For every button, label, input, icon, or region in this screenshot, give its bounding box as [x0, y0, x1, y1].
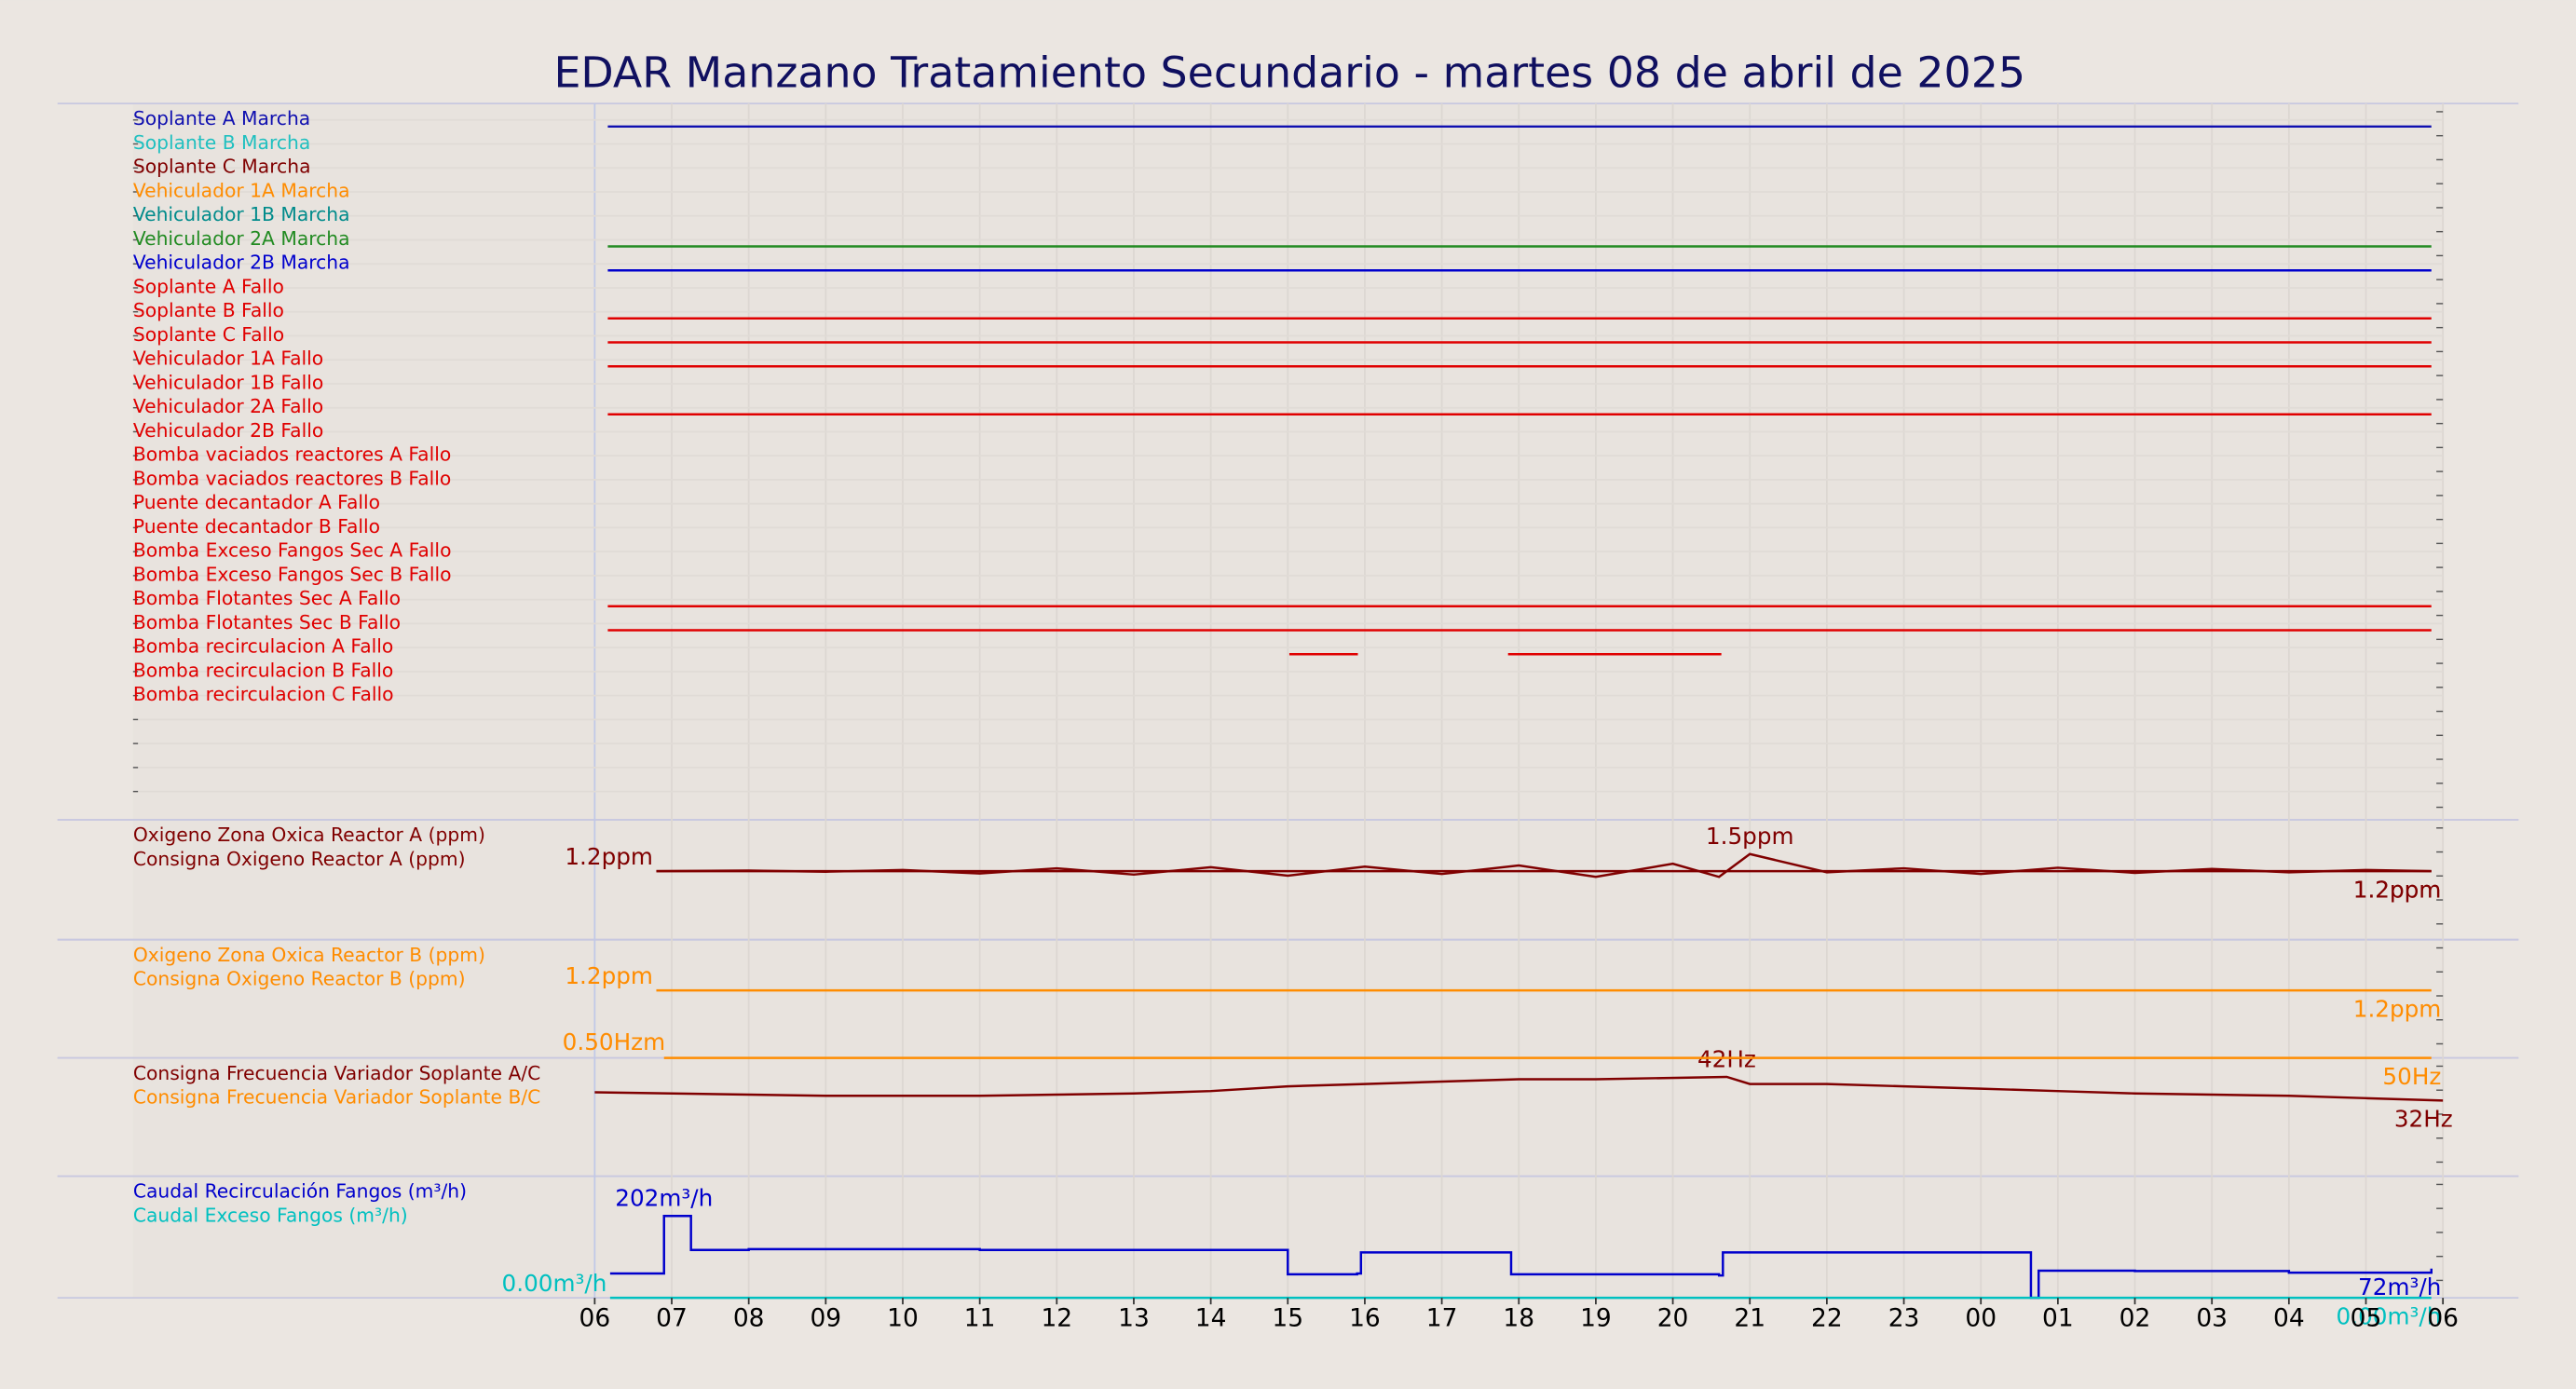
x-tick-label: 02 — [2119, 1304, 2151, 1333]
series-line — [594, 1075, 2444, 1102]
x-tick-label: 14 — [1195, 1304, 1227, 1333]
legend-label: Soplante A Marcha — [133, 107, 310, 129]
legend-label: Bomba recirculacion B Fallo — [133, 659, 394, 681]
legend-label: Vehiculador 2B Marcha — [133, 252, 350, 274]
legend-label: Vehiculador 2A Marcha — [133, 227, 350, 250]
legend-label: Bomba Exceso Fangos Sec B Fallo — [133, 563, 452, 585]
x-tick-label: 09 — [810, 1304, 841, 1333]
legend-label: Bomba recirculacion A Fallo — [133, 635, 393, 658]
legend-label: Soplante C Fallo — [133, 323, 284, 346]
legend-label: Puente decantador A Fallo — [133, 491, 380, 513]
legend-label: Soplante B Fallo — [133, 299, 284, 321]
x-tick-label: 19 — [1580, 1304, 1612, 1333]
value-label: 0.00m³/h — [2337, 1302, 2442, 1329]
x-tick-label: 20 — [1657, 1304, 1689, 1333]
legend-label: Bomba recirculacion C Fallo — [133, 683, 394, 705]
x-tick-label: 15 — [1272, 1304, 1303, 1333]
x-tick-label: 13 — [1118, 1304, 1150, 1333]
legend-label: Oxigeno Zona Oxica Reactor B (ppm) — [133, 944, 485, 966]
x-tick-label: 07 — [656, 1304, 688, 1333]
legend-label: Soplante A Fallo — [133, 275, 284, 297]
series-line — [656, 852, 2432, 878]
legend-label: Consigna Oxigeno Reactor A (ppm) — [133, 848, 466, 870]
legend-label: Bomba vaciados reactores A Fallo — [133, 443, 451, 466]
value-label: 1.5ppm — [1706, 823, 1794, 850]
x-tick-label: 18 — [1503, 1304, 1534, 1333]
legend-label: Bomba Flotantes Sec A Fallo — [133, 587, 401, 609]
x-tick-label: 03 — [2196, 1304, 2228, 1333]
legend-label: Vehiculador 2A Fallo — [133, 395, 323, 417]
chart-title: EDAR Manzano Tratamiento Secundario - ma… — [553, 48, 2025, 98]
legend-label: Vehiculador 1A Marcha — [133, 179, 350, 201]
legend-label: Vehiculador 1A Fallo — [133, 347, 323, 370]
legend-label: Caudal Exceso Fangos (m³/h) — [133, 1204, 408, 1226]
legend-label: Bomba vaciados reactores B Fallo — [133, 467, 451, 489]
series-line — [609, 1215, 2433, 1300]
x-tick-label: 22 — [1811, 1304, 1843, 1333]
x-tick-label: 00 — [1965, 1304, 1997, 1333]
legend-label: Consigna Frecuencia Variador Soplante B/… — [133, 1086, 541, 1109]
value-label: 202m³/h — [615, 1185, 713, 1212]
value-label: 50Hz — [2382, 1063, 2441, 1090]
x-tick-label: 17 — [1426, 1304, 1458, 1333]
legend-label: Bomba Exceso Fangos Sec A Fallo — [133, 539, 452, 562]
x-tick-label: 10 — [887, 1304, 919, 1333]
legend-label: Bomba Flotantes Sec B Fallo — [133, 611, 401, 633]
legend-label: Soplante B Marcha — [133, 131, 310, 154]
legend-label: Puente decantador B Fallo — [133, 515, 380, 538]
value-label: 1.2ppm — [565, 962, 653, 989]
x-tick-label: 06 — [579, 1304, 611, 1333]
legend-label: Soplante C Marcha — [133, 156, 311, 178]
x-tick-label: 01 — [2042, 1304, 2074, 1333]
legend-label: Oxigeno Zona Oxica Reactor A (ppm) — [133, 824, 485, 846]
legend-label: Caudal Recirculación Fangos (m³/h) — [133, 1180, 467, 1203]
annotation: 0.50Hzm — [563, 1028, 665, 1055]
value-label: 1.2ppm — [2353, 995, 2442, 1022]
value-label: 1.2ppm — [565, 843, 653, 870]
x-tick-label: 04 — [2273, 1304, 2305, 1333]
legend-label: Vehiculador 1B Marcha — [133, 203, 350, 225]
x-tick-label: 21 — [1734, 1304, 1765, 1333]
x-tick-label: 12 — [1041, 1304, 1072, 1333]
legend-label: Vehiculador 1B Fallo — [133, 371, 323, 393]
legend-label: Consigna Oxigeno Reactor B (ppm) — [133, 968, 466, 990]
x-tick-label: 05 — [2351, 1304, 2382, 1333]
x-tick-label: 08 — [733, 1304, 765, 1333]
value-label: 0.00m³/h — [502, 1270, 607, 1297]
x-tick-label: 23 — [1888, 1304, 1920, 1333]
legend-label: Vehiculador 2B Fallo — [133, 419, 323, 442]
legend-label: Consigna Frecuencia Variador Soplante A/… — [133, 1062, 540, 1084]
x-tick-label: 11 — [964, 1304, 996, 1333]
value-label: 1.2ppm — [2353, 876, 2442, 903]
x-tick-label: 16 — [1349, 1304, 1381, 1333]
value-label: 1.2ppm — [2353, 876, 2442, 903]
value-label: 72m³/h — [2358, 1273, 2441, 1300]
x-tick-label: 06 — [2427, 1304, 2459, 1333]
value-label: 32Hz — [2394, 1106, 2453, 1133]
